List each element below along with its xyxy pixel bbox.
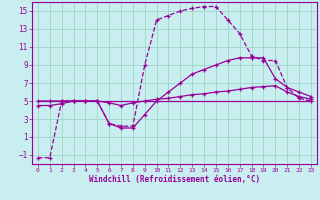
X-axis label: Windchill (Refroidissement éolien,°C): Windchill (Refroidissement éolien,°C) [89, 175, 260, 184]
